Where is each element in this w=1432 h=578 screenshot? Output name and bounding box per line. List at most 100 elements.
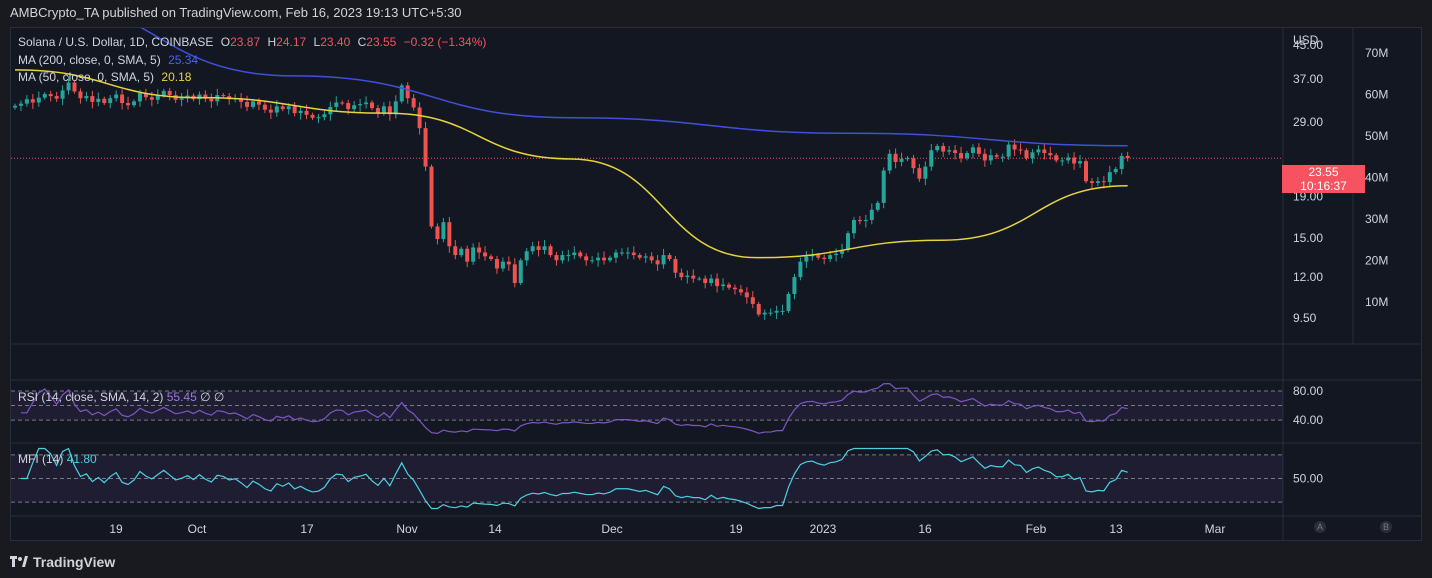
time-tick-label: 19	[729, 522, 743, 536]
ma50-line	[14, 69, 1128, 259]
candle-body	[245, 101, 250, 107]
candle-body	[489, 256, 493, 259]
candle-body	[143, 92, 148, 98]
tradingview-footer[interactable]: TradingView	[10, 552, 115, 572]
candle-body	[483, 252, 488, 257]
candle-body	[197, 94, 202, 100]
time-tick-label: Dec	[601, 522, 622, 536]
candle-body	[631, 252, 636, 256]
last-price-tag: 23.55	[1282, 165, 1365, 179]
price-tick-label: 15.00	[1293, 231, 1323, 245]
price-tick-label: 45.00	[1293, 38, 1323, 52]
mfi-line	[20, 447, 1128, 510]
mfi-legend[interactable]: MFI (14) 41.80	[18, 452, 97, 466]
candle-body	[976, 147, 981, 154]
open-label: O	[220, 35, 231, 49]
candle-body	[149, 97, 154, 100]
candle-body	[768, 312, 773, 314]
candle-body	[822, 257, 827, 259]
ma200-label: MA (200, close, 0, SMA, 5)	[18, 53, 161, 67]
rsi-legend[interactable]: RSI (14, close, SMA, 14, 2) 55.45 ∅ ∅	[18, 390, 224, 404]
candle-body	[834, 253, 839, 256]
candle-body	[715, 278, 720, 287]
candle-body	[352, 105, 357, 110]
candle-body	[667, 255, 672, 259]
candle-body	[221, 95, 226, 97]
candle-body	[274, 106, 279, 113]
candle-body	[358, 104, 363, 106]
candle-body	[298, 110, 303, 114]
candle-body	[179, 98, 184, 100]
candle-body	[423, 128, 428, 167]
candle-body	[1101, 181, 1106, 183]
candle-body	[453, 246, 458, 256]
candle-body	[120, 94, 125, 104]
candle-body	[54, 96, 59, 99]
candle-body	[857, 220, 862, 222]
price-tick-label: 37.00	[1293, 72, 1323, 86]
bar-countdown: 10:16:37	[1282, 179, 1365, 193]
auto-scale-button[interactable]: A	[1314, 521, 1326, 533]
candle-body	[209, 98, 214, 102]
candle-body	[465, 248, 470, 262]
candle-body	[863, 220, 868, 222]
candle-body	[697, 278, 702, 280]
candle-body	[262, 104, 267, 110]
candle-body	[637, 255, 642, 258]
candle-body	[387, 106, 392, 115]
candle-body	[988, 155, 993, 161]
candle-body	[953, 150, 958, 154]
candle-body	[738, 289, 743, 293]
candle-body	[673, 258, 678, 273]
symbol-legend[interactable]: Solana / U.S. Dollar, 1D, COINBASE O23.8…	[18, 35, 490, 49]
candle-body	[1030, 152, 1035, 159]
low-label: L	[313, 35, 321, 49]
candle-body	[893, 153, 898, 162]
candle-body	[929, 150, 934, 167]
candle-body	[161, 90, 166, 96]
log-scale-button[interactable]: B	[1380, 521, 1392, 533]
candle-body	[36, 97, 41, 103]
candle-body	[1018, 149, 1023, 151]
candle-body	[471, 247, 476, 262]
ma200-legend[interactable]: MA (200, close, 0, SMA, 5) 25.34	[18, 53, 202, 67]
candle-body	[619, 252, 624, 254]
chart-frame[interactable]: USD 45.00 37.00 29.00 19.00 15.00 12.00 9.50 70M…	[10, 27, 1422, 541]
candle-body	[982, 153, 987, 161]
candle-body	[441, 222, 446, 240]
candle-body	[840, 249, 845, 254]
candle-body	[1095, 181, 1100, 183]
candle-body	[286, 106, 291, 110]
ma200-line	[140, 28, 1128, 147]
ma50-legend[interactable]: MA (50, close, 0, SMA, 5) 20.18	[18, 70, 195, 84]
candle-body	[256, 101, 261, 105]
candle-body	[810, 255, 815, 257]
rsi-extra-1: ∅	[200, 390, 211, 404]
candle-body	[828, 255, 833, 259]
candle-body	[655, 260, 660, 265]
mfi-label: MFI (14)	[18, 452, 64, 466]
candle-body	[762, 312, 767, 315]
rsi-line	[20, 383, 1128, 434]
candle-body	[911, 158, 916, 169]
candle-body	[1024, 150, 1029, 159]
candle-body	[965, 153, 969, 159]
symbol-title: Solana / U.S. Dollar, 1D, COINBASE	[18, 35, 214, 49]
change-value: −0.32 (−1.34%)	[403, 35, 487, 49]
candle-body	[703, 278, 708, 284]
time-tick-label: Nov	[396, 522, 417, 536]
volume-tick-label: 40M	[1365, 171, 1388, 185]
candle-body	[304, 110, 309, 115]
candle-body	[970, 147, 975, 154]
candle-body	[370, 102, 374, 109]
candle-body	[18, 103, 23, 106]
candle-body	[84, 96, 89, 99]
candle-body	[203, 94, 208, 99]
candle-body	[447, 222, 452, 247]
candle-body	[596, 257, 601, 261]
rsi-value: 55.45	[166, 390, 197, 404]
volume-tick-label: 70M	[1365, 46, 1388, 60]
candle-body	[429, 166, 434, 227]
chart-canvas[interactable]: USD45.0037.0029.0019.0015.0012.009.5070M…	[11, 28, 1421, 540]
candle-body	[1048, 153, 1053, 156]
